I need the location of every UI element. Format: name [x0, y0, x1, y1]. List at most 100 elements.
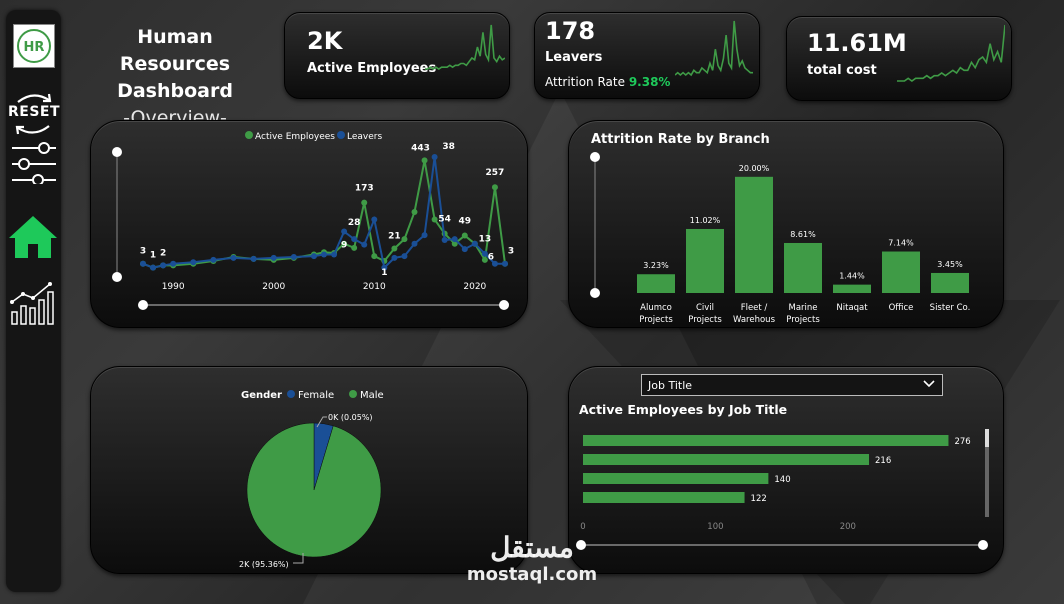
data-point [160, 262, 167, 269]
kpi-total-cost: 11.61M total cost [786, 16, 1012, 101]
data-point [361, 241, 368, 248]
data-point [270, 254, 277, 261]
data-point [451, 236, 458, 243]
bar[interactable] [833, 284, 871, 293]
pie-slice-male[interactable] [246, 422, 382, 558]
bars: 276 216 140 122 [583, 435, 971, 504]
bar-data-label: 140 [774, 475, 790, 485]
kpi-cost-value: 11.61M [807, 29, 907, 57]
bar[interactable] [931, 272, 969, 293]
category-label: Projects [786, 315, 820, 325]
growth-chart-icon[interactable] [6, 278, 61, 328]
x-tick-label: 2000 [262, 282, 285, 292]
x-tick-label: 2020 [463, 282, 486, 292]
y-range-slider-top-handle[interactable] [590, 152, 600, 162]
category-label: Alumco [640, 303, 672, 313]
attrition-rate-value: 9.38% [628, 75, 671, 89]
home-icon[interactable] [6, 212, 61, 262]
data-point [361, 199, 368, 206]
page-title: Human Resources Dashboard [117, 26, 233, 102]
category-label: Office [889, 303, 914, 313]
kpi-cost-sparkline [897, 24, 1005, 82]
bar-data-label: 1.44% [839, 272, 865, 281]
kpi-leavers: 178 Leavers Attrition Rate 9.38% [534, 12, 760, 99]
data-label: 13 [479, 235, 492, 245]
male-data-label: 2K (95.36%) [239, 560, 289, 569]
sidebar: HR RESET [6, 10, 61, 592]
data-point [150, 264, 157, 271]
data-label: 9 [341, 241, 347, 251]
data-label: 173 [355, 184, 374, 194]
bar[interactable] [583, 473, 769, 484]
bar[interactable] [784, 242, 822, 293]
data-label: 28 [348, 218, 361, 228]
category-label: Sister Co. [930, 303, 971, 313]
sparkline-path [675, 20, 753, 77]
data-point [481, 250, 488, 257]
category-label: Nitaqat [836, 303, 868, 313]
data-point [371, 216, 378, 223]
bar[interactable] [882, 251, 920, 293]
bar-data-label: 122 [751, 494, 767, 504]
male-leader-line [293, 553, 304, 564]
category-label: Projects [688, 315, 722, 325]
job-title-chart-panel: Job Title Active Employees by Job Title … [568, 366, 1004, 574]
watermark-arabic: مستقل [490, 531, 574, 564]
kpi-active-value: 2K [307, 27, 343, 55]
line-chart-panel: Active Employees Leavers 1990 2000 2010 202… [90, 120, 528, 328]
active-vs-leavers-line-chart: Active Employees Leavers 1990 2000 2010 202… [112, 131, 514, 310]
job-title-dropdown[interactable]: Job Title [641, 374, 943, 396]
bar[interactable] [583, 454, 870, 465]
chevron-down-icon [923, 380, 935, 388]
bar[interactable] [686, 228, 724, 293]
data-label: 3 [140, 247, 146, 257]
refresh-arrows-icon [15, 93, 52, 135]
legend-active-marker [245, 131, 253, 139]
data-point [431, 154, 438, 160]
hr-logo: HR [13, 24, 55, 68]
data-point [481, 256, 488, 263]
x-range-slider-left-handle[interactable] [138, 300, 148, 310]
data-point [471, 240, 478, 247]
reset-button[interactable]: RESET [6, 88, 61, 140]
x-tick-label: 0 [580, 522, 585, 532]
x-tick-label: 1990 [162, 282, 185, 292]
y-range-slider-top-handle[interactable] [112, 147, 122, 157]
data-point [401, 253, 408, 260]
data-point [391, 245, 398, 252]
bar[interactable] [637, 274, 675, 293]
bar-data-label: 216 [875, 456, 891, 466]
data-point [461, 232, 468, 239]
legend-leavers-label: Leavers [347, 132, 382, 142]
data-label: 49 [459, 217, 472, 227]
branch-chart-title: Attrition Rate by Branch [591, 132, 770, 147]
bar[interactable] [583, 435, 949, 446]
data-label: 54 [438, 215, 451, 225]
data-point [341, 240, 348, 247]
x-range-slider-left-handle[interactable] [576, 540, 586, 550]
x-tick-label: 200 [840, 522, 856, 532]
job-chart-title: Active Employees by Job Title [579, 402, 788, 417]
y-range-slider-bottom-handle[interactable] [112, 272, 122, 282]
bar-data-label: 276 [954, 437, 970, 447]
data-point [371, 253, 378, 260]
data-point [210, 256, 217, 263]
filter-sliders-icon[interactable] [6, 138, 61, 184]
legend-male-marker [349, 390, 357, 398]
data-point [502, 260, 508, 267]
female-data-label: 0K (0.05%) [328, 413, 373, 422]
category-label: Civil [696, 303, 714, 313]
y-range-slider-bottom-handle[interactable] [590, 288, 600, 298]
x-range-slider-right-handle[interactable] [978, 540, 988, 550]
data-point [230, 254, 237, 261]
kpi-active-label: Active Employees [307, 61, 437, 76]
data-point [411, 240, 418, 247]
watermark: مستقل mostaql.com [462, 531, 602, 585]
bar[interactable] [583, 492, 745, 503]
data-point [421, 157, 428, 164]
bar[interactable] [735, 176, 773, 293]
x-tick-label: 2010 [363, 282, 386, 292]
x-range-slider-right-handle[interactable] [499, 300, 509, 310]
kpi-leavers-value: 178 [545, 17, 596, 45]
category-label: Marine [788, 303, 817, 313]
